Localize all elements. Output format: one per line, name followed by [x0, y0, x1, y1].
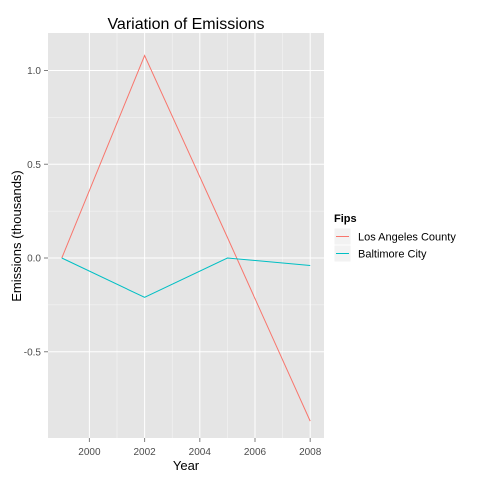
series-line — [61, 54, 311, 422]
x-tick-label: 2000 — [78, 447, 101, 458]
y-axis: -0.5 0.0 0.5 1.0 — [24, 66, 48, 358]
legend-items: Los Angeles County Baltimore City — [333, 227, 456, 263]
x-tick-label: 2006 — [244, 447, 267, 458]
chart-title: Variation of Emissions — [107, 16, 264, 33]
series-line — [61, 257, 311, 298]
x-axis: 2000 2002 2004 2006 2008 — [78, 438, 322, 458]
legend: Fips Los Angeles County Baltimore City — [333, 213, 456, 263]
series-lines — [61, 54, 311, 422]
x-tick-label: 2002 — [133, 447, 156, 458]
legend-title: Fips — [334, 213, 357, 225]
y-tick-label: -0.5 — [24, 347, 42, 358]
x-axis-title: Year — [173, 458, 200, 473]
legend-label: Baltimore City — [358, 249, 427, 261]
plot-panel — [48, 33, 324, 438]
x-tick-label: 2004 — [189, 447, 212, 458]
x-tick-label: 2008 — [299, 447, 322, 458]
y-axis-title: Emissions (thousands) — [9, 170, 24, 302]
y-tick-label: 0.5 — [27, 160, 41, 171]
major-gridlines — [48, 33, 324, 438]
y-tick-label: 1.0 — [27, 66, 41, 77]
y-tick-label: 0.0 — [27, 254, 41, 265]
minor-gridlines — [48, 33, 324, 438]
legend-label: Los Angeles County — [358, 232, 456, 244]
